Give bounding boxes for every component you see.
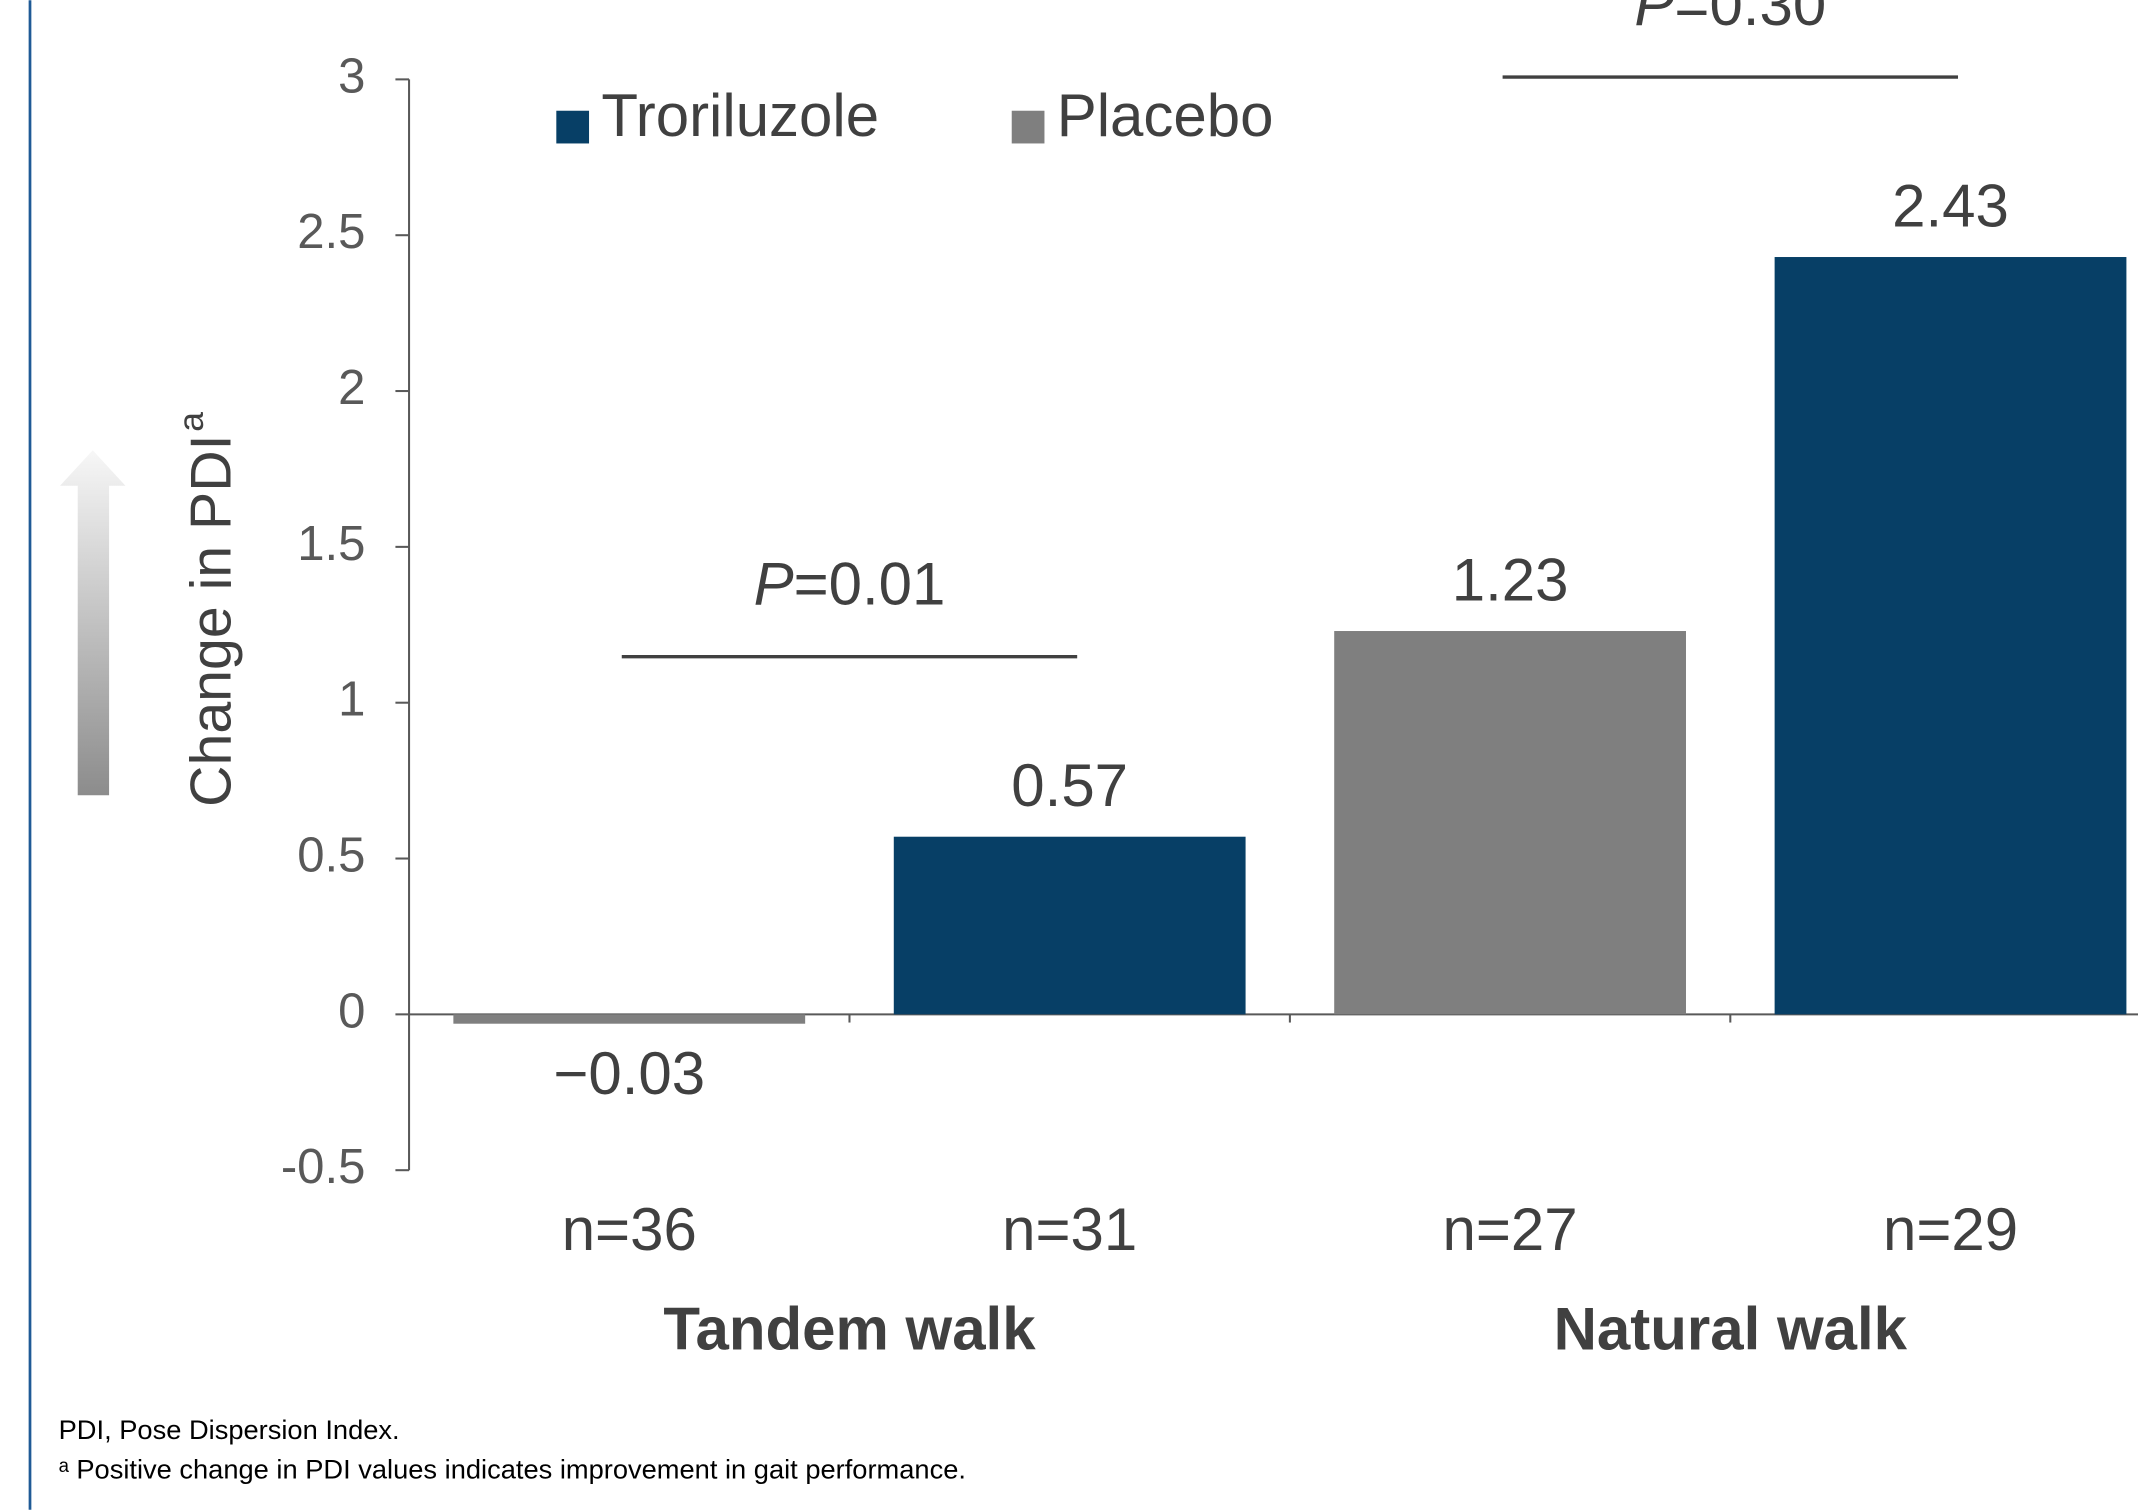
bar bbox=[453, 1014, 806, 1024]
y-axis-label-group: Change in PDI a bbox=[171, 412, 244, 807]
y-axis-label-superscript: a bbox=[171, 412, 211, 432]
bar bbox=[893, 836, 1246, 1015]
y-tick-label: 2.5 bbox=[297, 205, 365, 259]
p-value: P=0.01 bbox=[754, 550, 946, 617]
x-tick-label: n=27 bbox=[1443, 1196, 1578, 1263]
y-tick-label: 0 bbox=[338, 984, 365, 1038]
y-tick-label: 2 bbox=[338, 361, 365, 415]
y-tick-label: 1 bbox=[338, 673, 365, 727]
y-tick-label: -0.5 bbox=[281, 1140, 366, 1194]
group-label: Tandem walk bbox=[663, 1296, 1036, 1363]
x-tick-label: n=29 bbox=[1883, 1196, 2018, 1263]
data-label: 2.43 bbox=[1892, 173, 2009, 240]
y-axis-label: Change in PDI bbox=[180, 435, 244, 807]
direction-arrow bbox=[59, 450, 126, 796]
legend-swatch bbox=[1011, 110, 1045, 144]
y-tick-label: 1.5 bbox=[297, 517, 365, 571]
group-label: Natural walk bbox=[1554, 1296, 1908, 1363]
bar bbox=[1334, 631, 1686, 1015]
data-label: 1.23 bbox=[1452, 547, 1569, 614]
legend-swatch bbox=[556, 110, 590, 144]
x-tick-label: n=36 bbox=[562, 1196, 697, 1263]
p-value: P=0.30 bbox=[1634, 0, 1826, 38]
y-tick-label: 3 bbox=[338, 49, 365, 103]
y-tick-label: 0.5 bbox=[297, 828, 365, 882]
bar bbox=[1774, 257, 2127, 1015]
legend-label: Placebo bbox=[1057, 82, 1274, 149]
legend-label: Troriluzole bbox=[601, 82, 879, 149]
x-tick-label: n=31 bbox=[1002, 1196, 1137, 1263]
footnote: ᵃ Positive change in PDI values indicate… bbox=[59, 1454, 966, 1485]
data-label: 0.57 bbox=[1011, 752, 1128, 819]
data-label: −0.03 bbox=[553, 1040, 705, 1107]
footnote: PDI, Pose Dispersion Index. bbox=[59, 1414, 400, 1445]
